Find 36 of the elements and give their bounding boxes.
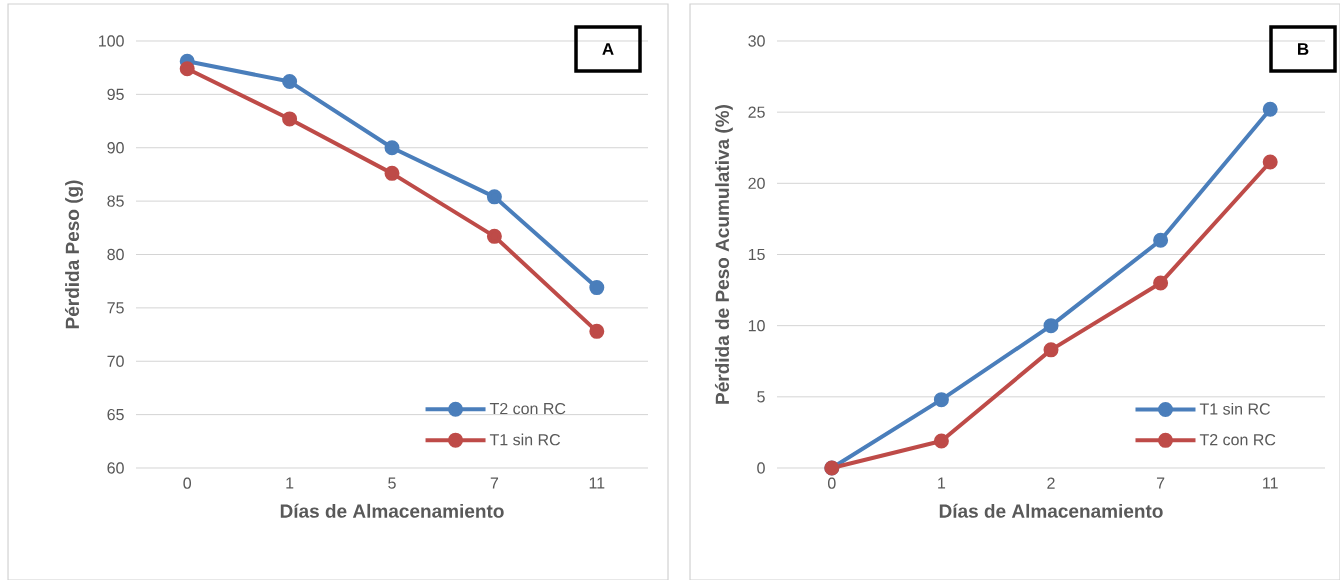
legend-label: T2 con RC bbox=[1199, 434, 1276, 446]
y-tick-label: 15 bbox=[748, 248, 765, 261]
x-tick-label: 7 bbox=[490, 477, 499, 489]
x-tick-label: 1 bbox=[286, 477, 294, 489]
chart-title: B bbox=[1298, 43, 1309, 55]
x-axis-title: Días de Almacenamiento bbox=[280, 503, 504, 518]
y-tick-label: 10 bbox=[748, 320, 765, 332]
x-tick-label: 5 bbox=[388, 477, 396, 489]
x-tick-label: 11 bbox=[589, 477, 605, 489]
x-tick-label: 7 bbox=[1156, 477, 1165, 489]
x-axis-title: Días de Almacenamiento bbox=[939, 503, 1163, 518]
y-tick-label: 90 bbox=[107, 142, 124, 154]
x-tick-label: 11 bbox=[1263, 477, 1278, 489]
y-tick-label: 60 bbox=[107, 462, 124, 474]
x-tick-label: 1 bbox=[938, 477, 946, 489]
y-tick-label: 5 bbox=[757, 391, 765, 403]
y-tick-label: 70 bbox=[107, 355, 124, 367]
y-tick-label: 80 bbox=[107, 248, 124, 261]
legend-label: T2 con RC bbox=[489, 402, 566, 415]
x-tick-label: 0 bbox=[827, 477, 836, 489]
x-tick-label: 0 bbox=[183, 477, 192, 489]
y-tick-label: 30 bbox=[748, 35, 765, 47]
y-tick-label: 75 bbox=[107, 302, 124, 314]
y-tick-label: 95 bbox=[107, 88, 124, 101]
y-tick-label: 20 bbox=[748, 177, 765, 189]
legend-label: T1 sin RC bbox=[1199, 402, 1270, 415]
y-tick-label: 25 bbox=[748, 106, 765, 118]
y-tick-label: 100 bbox=[99, 35, 124, 47]
y-tick-label: 0 bbox=[757, 462, 765, 474]
y-axis-title: Pérdida de Peso Acumulativa (%) bbox=[714, 105, 733, 404]
x-tick-label: 2 bbox=[1047, 477, 1055, 489]
y-tick-label: 85 bbox=[107, 195, 124, 207]
legend-label: T1 sin RC bbox=[489, 433, 561, 446]
y-axis-title: Pérdida Peso (g) bbox=[64, 180, 83, 329]
chart-title: A bbox=[602, 43, 614, 55]
y-tick-label: 65 bbox=[107, 408, 124, 421]
